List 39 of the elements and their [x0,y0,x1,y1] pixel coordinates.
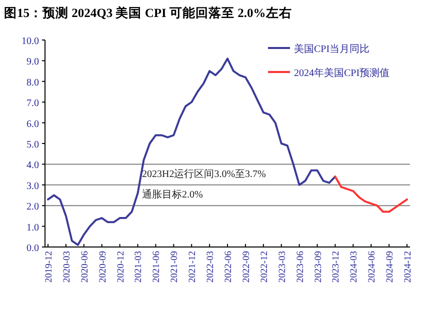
ref-line-label: 通胀目标2.0% [142,188,203,201]
x-tick-label: 2022-03 [206,250,216,283]
x-tick-label: 2024-06 [368,250,378,283]
x-tick-label: 2024-12 [404,250,414,283]
x-tick-label: 2024-09 [386,250,396,283]
y-tick-label: 2.0 [26,202,39,213]
x-tick-label: 2023-12 [332,250,342,283]
x-tick-label: 2021-03 [134,250,144,283]
y-tick-label: 0.0 [26,243,39,254]
x-tick-label: 2023-06 [296,250,306,283]
legend-label: 美国CPI当月同比 [294,43,370,55]
x-tick-label: 2023-09 [314,250,324,283]
x-tick-label: 2022-06 [224,250,234,283]
y-tick-label: 7.0 [26,98,39,110]
y-tick-label: 3.0 [26,180,39,192]
x-tick-label: 2019-12 [44,250,54,283]
y-tick-label: 1.0 [26,222,39,234]
x-tick-label: 2020-09 [98,250,108,283]
x-tick-label: 2020-06 [80,250,90,283]
x-tick-label: 2020-03 [62,250,72,283]
x-tick-label: 2023-03 [278,250,288,283]
y-tick-label: 5.0 [26,140,39,150]
y-tick-label: 9.0 [26,56,39,68]
y-tick-label: 8.0 [26,77,39,88]
x-tick-label: 2021-06 [152,250,162,283]
ref-line-label: 2023H2运行区间3.0%至3.7% [142,168,266,180]
x-tick-label: 2021-12 [188,250,198,283]
x-tick-label: 2022-12 [260,250,270,283]
line-series [334,176,408,213]
x-tick-label: 2021-09 [170,250,180,283]
line-series [46,58,336,246]
y-tick-label: 4.0 [26,160,39,172]
chart-title: 图15：预测 2024Q3 美国 CPI 可能回落至 2.0%左右 [4,5,292,20]
legend-label: 2024年美国CPI预测值 [294,67,390,79]
x-tick-label: 2024-03 [350,250,360,283]
x-tick-label: 2022-09 [242,250,252,283]
x-tick-label: 2020-12 [116,250,126,283]
y-tick-label: 6.0 [26,118,39,130]
y-tick-label: 10.0 [22,36,39,47]
